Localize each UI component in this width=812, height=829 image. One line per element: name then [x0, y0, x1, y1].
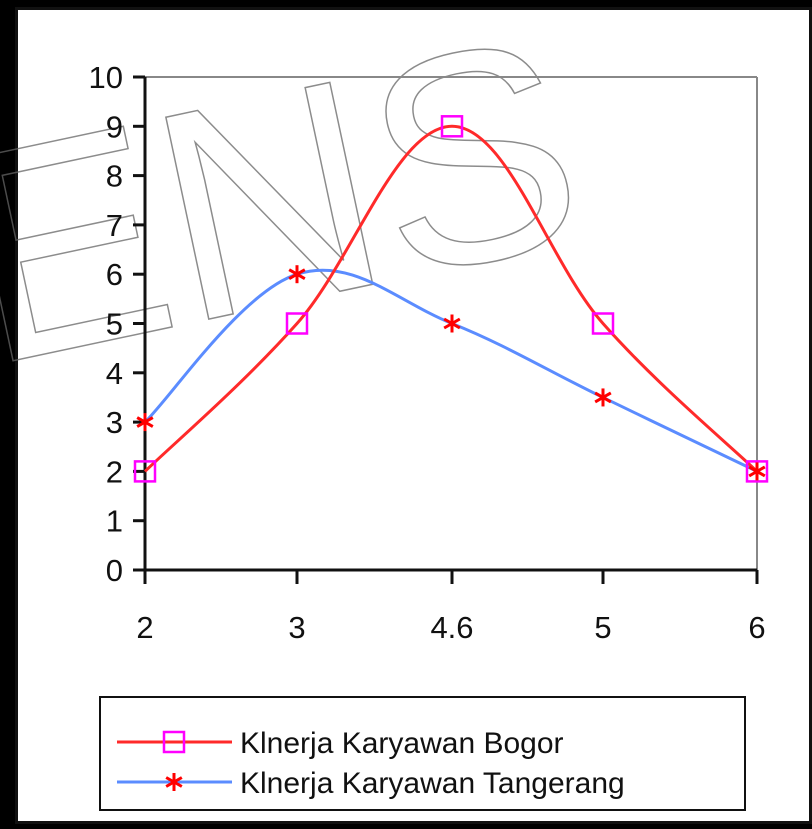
legend-marker [162, 730, 186, 754]
y-tick-label: 0 [106, 553, 123, 588]
x-tick-label: 4.6 [430, 610, 473, 645]
x-tick-label: 2 [136, 610, 153, 645]
x-tick-label: 3 [288, 610, 305, 645]
legend: Klnerja Karyawan Bogor Klnerja Karyawan T… [99, 696, 746, 811]
x-tick-label: 5 [594, 610, 611, 645]
y-tick-label: 8 [106, 159, 123, 194]
data-point [745, 460, 769, 483]
data-point [440, 115, 464, 138]
data-point [443, 314, 461, 333]
y-tick-label: 7 [106, 208, 123, 243]
data-point [748, 462, 766, 481]
legend-box [99, 696, 746, 811]
chart-frame [15, 7, 812, 824]
y-tick-label: 4 [106, 356, 123, 391]
series-line [143, 124, 759, 473]
y-tick-label: 3 [106, 405, 123, 440]
y-tick-label: 6 [106, 257, 123, 292]
legend-marker [165, 773, 183, 791]
data-point [591, 312, 615, 335]
data-point [136, 413, 154, 432]
data-point [285, 312, 309, 335]
data-point [594, 388, 612, 407]
x-tick-label: 6 [748, 610, 765, 645]
legend-label: Klnerja Karyawan Bogor [240, 727, 564, 760]
y-tick-label: 5 [106, 307, 123, 342]
y-tick-label: 10 [89, 60, 123, 95]
data-point [133, 460, 157, 483]
legend-label: Klnerja Karyawan Tangerang [240, 767, 625, 800]
y-tick-label: 9 [106, 109, 123, 144]
y-tick-label: 1 [106, 504, 123, 539]
data-point [288, 265, 306, 284]
y-tick-label: 2 [106, 454, 123, 489]
